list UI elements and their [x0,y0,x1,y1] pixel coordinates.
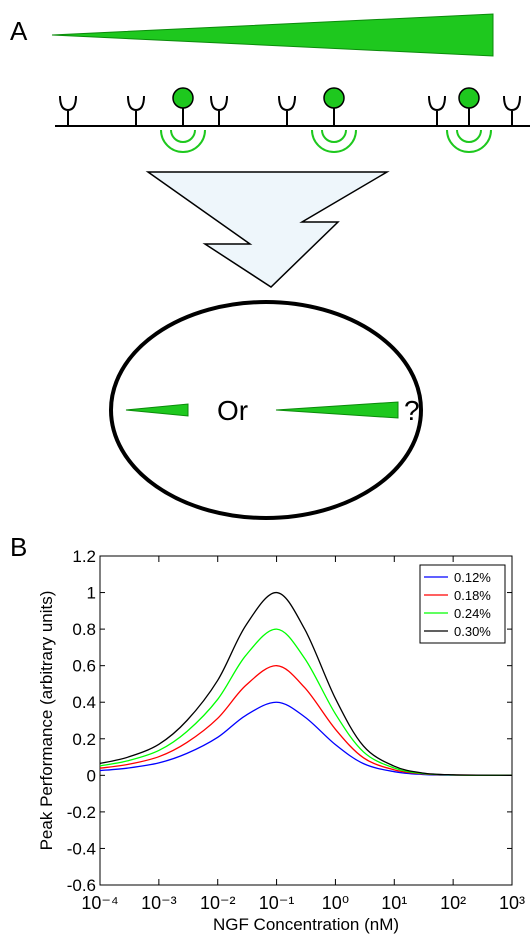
y-tick-label: -0.6 [67,876,96,895]
legend-label: 0.30% [454,624,491,639]
y-tick-label: 1.2 [72,547,96,566]
y-axis-label: Peak Performance (arbitrary units) [37,591,56,851]
y-tick-label: 1 [87,584,96,603]
legend-label: 0.12% [454,570,491,585]
legend-label: 0.18% [454,588,491,603]
gradient-wedge [51,13,494,57]
panel-label: B [10,532,27,562]
small-wedge-left [125,403,189,417]
x-tick-label: 10⁻³ [141,893,177,913]
x-tick-label: 10⁻¹ [259,893,295,913]
ligands [172,87,480,109]
or-text: Or [217,395,248,426]
x-tick-label: 10⁰ [322,893,349,913]
signal-arcs [160,129,492,153]
small-wedge-right [275,401,399,419]
chart: -0.6 -0.4 -0.2 0 0.2 0.4 0.6 0.8 1 1.2 10⁻⁴ 10⁻³ 10⁻… [37,547,525,934]
panel-label: A [10,16,28,46]
y-tick-label: 0.4 [72,693,96,712]
panel-a: A Or ? [10,13,530,520]
y-tick-label: 0 [87,766,96,785]
x-axis-label: NGF Concentration (nM) [213,915,399,934]
cell [109,300,423,520]
x-tick-label: 10⁻² [200,893,236,913]
y-tick-label: -0.2 [67,803,96,822]
legend-box [419,564,506,644]
arrow [145,171,390,288]
legend-label: 0.24% [454,606,491,621]
x-tick-label: 10⁻⁴ [81,893,118,913]
y-tick-label: -0.4 [67,839,96,858]
y-tick-label: 0.2 [72,730,96,749]
x-tick-label: 10² [440,893,466,913]
y-tick-label: 0.8 [72,620,96,639]
x-tick-label: 10¹ [381,893,407,913]
receptors [59,95,521,126]
series-line [99,591,513,776]
x-tick-label: 10³ [499,893,525,913]
question-mark: ? [404,395,420,426]
y-tick-label: 0.6 [72,657,96,676]
